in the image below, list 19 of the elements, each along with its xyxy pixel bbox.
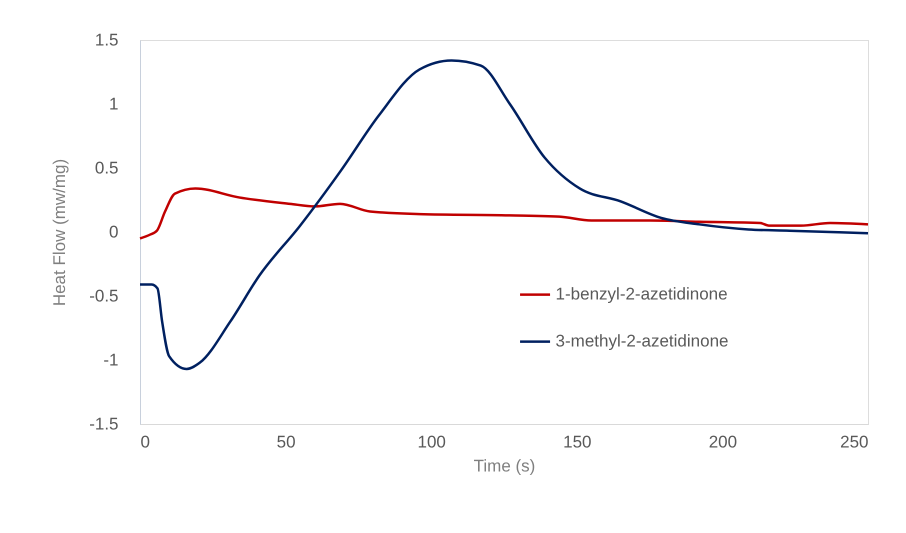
x-tick-label: 200 (708, 432, 738, 452)
line-series (138, 59, 870, 370)
legend-label: 3-methyl-2-azetidinone (556, 332, 728, 351)
line-series (138, 187, 870, 240)
y-tick-label: -0.5 (89, 286, 118, 306)
y-tick-label: -1 (103, 350, 118, 370)
y-tick-label: 0 (109, 222, 118, 242)
x-tick-label: 150 (563, 432, 592, 452)
y-tick-label: 0.5 (94, 158, 118, 178)
x-axis-title: Time (s) (474, 456, 536, 476)
x-tick-label: 50 (276, 432, 296, 452)
x-tick-label: 100 (418, 432, 446, 452)
y-tick-label: 1.5 (94, 30, 118, 50)
legend-label: 1-benzyl-2-azetidinone (556, 284, 728, 304)
y-tick-label: 1 (109, 94, 118, 114)
x-tick-label: 250 (840, 432, 868, 452)
y-tick-label: -1.5 (89, 414, 118, 434)
y-axis-title: Heat Flow (mw/mg) (50, 158, 70, 306)
x-tick-label: 0 (140, 432, 150, 452)
